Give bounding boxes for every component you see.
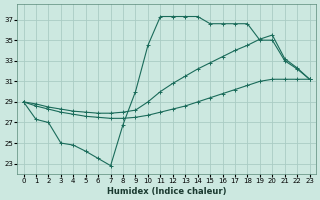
X-axis label: Humidex (Indice chaleur): Humidex (Indice chaleur) bbox=[107, 187, 226, 196]
